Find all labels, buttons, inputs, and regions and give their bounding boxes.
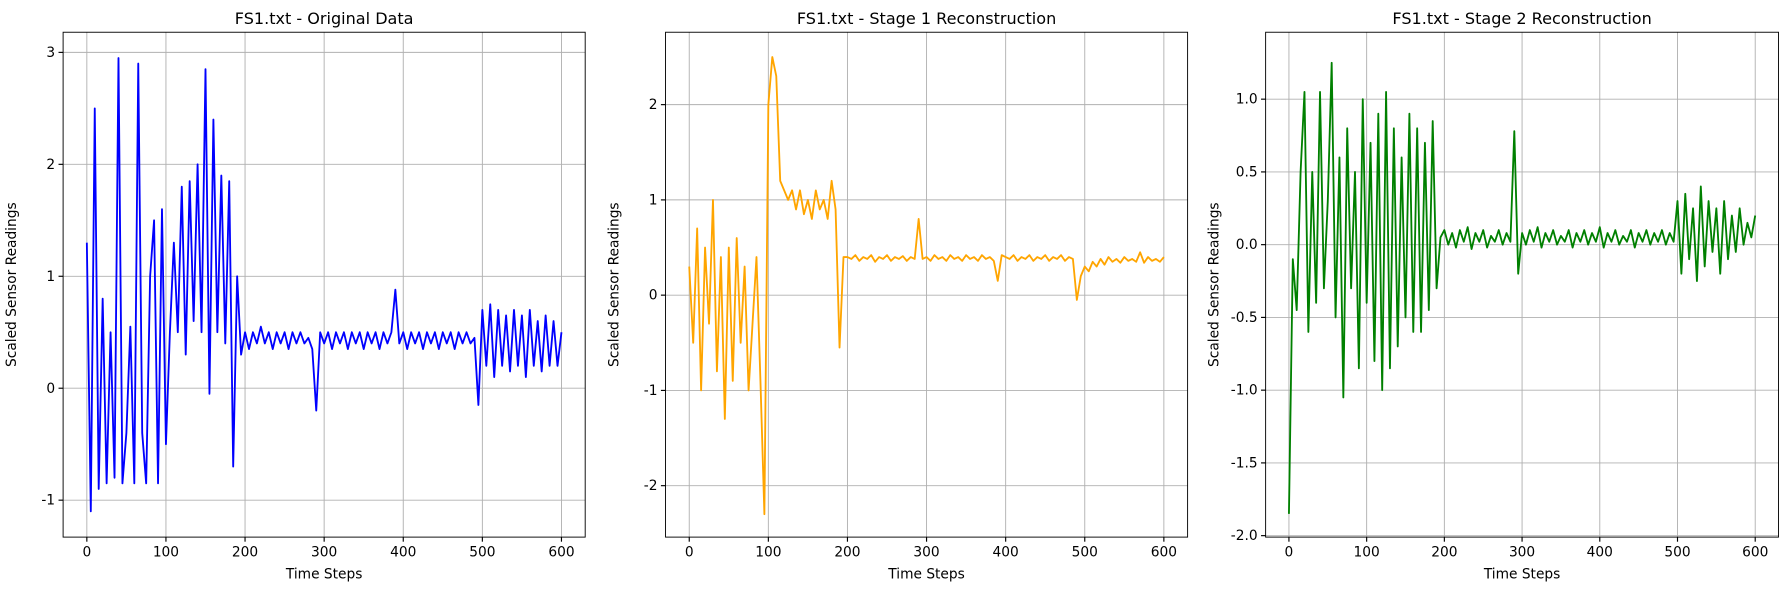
chart-title: FS1.txt - Stage 1 Reconstruction: [797, 9, 1056, 28]
y-tick-label: -1: [41, 493, 55, 509]
chart-title: FS1.txt - Stage 2 Reconstruction: [1392, 9, 1651, 28]
x-tick-label: 600: [548, 545, 574, 561]
y-tick-label: 0.5: [1236, 165, 1258, 181]
data-line: [1288, 61, 1757, 514]
y-tick-label: 0: [46, 381, 55, 397]
y-tick-label: -1.0: [1231, 383, 1258, 399]
x-tick-label: 200: [834, 545, 860, 561]
axes-frame: [665, 31, 1189, 538]
x-axis-label: Time Steps: [887, 566, 965, 582]
y-tick-label: 0: [649, 288, 658, 304]
y-tick-label: 2: [46, 157, 55, 173]
y-tick-label: 1: [46, 269, 55, 285]
x-tick-label: 400: [1587, 545, 1613, 561]
y-axis-label: Scaled Sensor Readings: [1207, 202, 1223, 367]
x-tick-label: 600: [1151, 545, 1177, 561]
x-tick-label: 100: [755, 545, 781, 561]
y-axis-label: Scaled Sensor Readings: [606, 202, 622, 367]
x-axis-label: Time Steps: [1483, 566, 1561, 582]
y-tick-label: 1: [649, 192, 658, 208]
axes-frame: [62, 31, 586, 538]
y-tick-label: 2: [649, 97, 658, 113]
axes-frame: [1265, 31, 1779, 538]
y-axis-label: Scaled Sensor Readings: [4, 202, 20, 367]
x-tick-label: 400: [993, 545, 1019, 561]
x-tick-label: 500: [1072, 545, 1098, 561]
data-line: [688, 56, 1165, 516]
x-tick-label: 300: [1509, 545, 1535, 561]
x-tick-label: 200: [232, 545, 258, 561]
x-tick-label: 600: [1742, 545, 1768, 561]
x-tick-label: 300: [311, 545, 337, 561]
x-tick-label: 300: [913, 545, 939, 561]
x-tick-label: 500: [1664, 545, 1690, 561]
x-tick-label: 200: [1431, 545, 1457, 561]
y-tick-label: 0.0: [1236, 237, 1258, 253]
y-tick-label: -0.5: [1231, 310, 1258, 326]
y-tick-label: 3: [46, 45, 55, 61]
y-tick-label: -1.5: [1231, 455, 1258, 471]
x-tick-label: 100: [153, 545, 179, 561]
y-tick-label: -2.0: [1231, 528, 1258, 544]
x-tick-label: 0: [685, 545, 694, 561]
x-tick-label: 100: [1354, 545, 1380, 561]
x-axis-label: Time Steps: [285, 566, 363, 582]
chart-title: FS1.txt - Original Data: [235, 9, 414, 28]
y-tick-label: -2: [644, 478, 658, 494]
x-tick-label: 400: [390, 545, 416, 561]
y-tick-label: 1.0: [1236, 92, 1258, 108]
data-line: [85, 57, 563, 513]
y-tick-label: -1: [644, 383, 658, 399]
x-tick-label: 0: [82, 545, 91, 561]
x-tick-label: 500: [469, 545, 495, 561]
x-tick-label: 0: [1285, 545, 1294, 561]
